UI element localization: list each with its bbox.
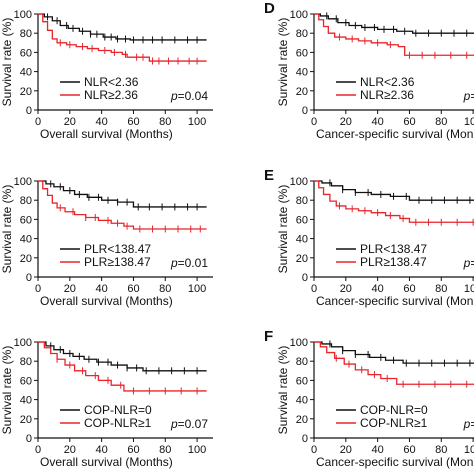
y-tick-label: 20 (296, 86, 308, 98)
x-axis-label: Overall survival (Months) (40, 455, 173, 469)
x-tick-label: 100 (188, 283, 206, 295)
y-tick-label: 100 (290, 176, 308, 188)
x-axis-label: Overall survival (Months) (40, 294, 173, 308)
km-curve-black (38, 181, 207, 207)
y-axis-label: Survival rate (%) (276, 346, 290, 435)
legend-label: NLR<2.36 (360, 75, 415, 89)
y-axis-label: Survival rate (%) (0, 18, 14, 107)
y-axis-label: Survival rate (%) (0, 346, 14, 435)
y-tick-label: 40 (20, 395, 32, 407)
km-panel-5: 0204060801000 20 40 60 80 100Overall survival… (0, 337, 213, 469)
legend-label: PLR≥138.47 (360, 255, 427, 269)
p-value: p=0 (463, 89, 474, 103)
km-panel-4: 020406080100020406080100Cancer-specific … (264, 167, 474, 308)
km-curve-red (314, 181, 474, 222)
legend-label: COP-NLR≥1 (84, 416, 152, 430)
legend-label: NLR<2.36 (84, 75, 139, 89)
km-curve-black (38, 14, 207, 40)
y-tick-label: 60 (296, 375, 308, 387)
y-tick-label: 20 (296, 414, 308, 426)
km-panel-3: 0 20 40 60 80 100 0 20 40 60 80 100 Overall survival… (0, 176, 213, 308)
y-tick-label: 40 (296, 395, 308, 407)
x-tick-label: 100 (188, 116, 206, 128)
km-curve-red (38, 14, 207, 61)
legend-label: NLR≥2.36 (360, 88, 414, 102)
y-tick-label: 80 (20, 195, 32, 207)
y-tick-label: 40 (20, 67, 32, 79)
panel-letter: D (264, 0, 275, 17)
y-axis-label: Survival rate (%) (276, 18, 290, 107)
panel-letter: F (264, 328, 273, 345)
legend-label: COP-NLR=0 (84, 403, 152, 417)
y-tick-label: 40 (296, 67, 308, 79)
y-tick-label: 0 (302, 105, 308, 117)
x-tick-label: 100 (188, 444, 206, 456)
km-panel-6: 020406080100020406080100Cancer-specific … (264, 328, 474, 469)
y-tick-label: 20 (20, 86, 32, 98)
p-value: p=0 (463, 256, 474, 270)
y-tick-label: 40 (20, 234, 32, 246)
y-tick-label: 0 (26, 433, 32, 445)
y-tick-label: 0 (302, 272, 308, 284)
y-tick-label: 100 (14, 176, 32, 188)
y-tick-label: 60 (296, 214, 308, 226)
y-tick-label: 60 (20, 214, 32, 226)
y-tick-label: 100 (14, 337, 32, 349)
p-value: p=0.04 (170, 89, 208, 103)
y-tick-label: 100 (290, 9, 308, 21)
y-tick-label: 60 (20, 47, 32, 59)
legend-label: COP-NLR≥1 (360, 416, 428, 430)
legend-label: NLR≥2.36 (84, 88, 138, 102)
x-axis-label: Cancer-specific survival (Mon (316, 455, 473, 469)
y-tick-label: 20 (20, 253, 32, 265)
p-value: p=0.01 (170, 256, 208, 270)
x-axis-label: Overall survival (Months) (40, 127, 173, 141)
y-tick-label: 80 (296, 356, 308, 368)
legend-label: PLR≥138.47 (84, 255, 151, 269)
legend-label: PLR<138.47 (84, 242, 151, 256)
y-tick-label: 100 (290, 337, 308, 349)
p-value: p=0 (463, 417, 474, 431)
y-tick-label: 0 (302, 433, 308, 445)
y-tick-label: 80 (20, 28, 32, 40)
y-tick-label: 60 (296, 47, 308, 59)
y-tick-label: 100 (14, 9, 32, 21)
y-tick-label: 0 (26, 105, 32, 117)
y-tick-label: 60 (20, 375, 32, 387)
x-axis-label: Cancer-specific survival (Mon (316, 127, 473, 141)
y-tick-label: 20 (296, 253, 308, 265)
y-tick-label: 80 (20, 356, 32, 368)
y-tick-label: 80 (296, 28, 308, 40)
y-tick-label: 40 (296, 234, 308, 246)
p-value: p=0.07 (170, 417, 208, 431)
panel-letter: E (264, 167, 274, 184)
y-axis-label: Survival rate (%) (276, 185, 290, 274)
km-panel-2: 020406080100020406080100Cancer-specific … (264, 0, 474, 141)
y-tick-label: 80 (296, 195, 308, 207)
legend-label: COP-NLR=0 (360, 403, 428, 417)
legend-label: PLR<138.47 (360, 242, 427, 256)
y-tick-label: 0 (26, 272, 32, 284)
km-panel-1: 0204060801000 20 40 60 80 100Overall survival… (0, 9, 213, 141)
y-tick-label: 20 (20, 414, 32, 426)
km-curve-black (38, 342, 207, 371)
y-axis-label: Survival rate (%) (0, 185, 14, 274)
x-axis-label: Cancer-specific survival (Mon (316, 294, 473, 308)
